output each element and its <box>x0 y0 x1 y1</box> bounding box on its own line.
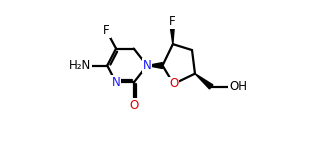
Text: H₂N: H₂N <box>69 59 91 72</box>
Text: F: F <box>103 24 110 37</box>
Text: O: O <box>169 78 178 90</box>
Polygon shape <box>195 74 213 89</box>
Text: O: O <box>129 99 138 112</box>
Polygon shape <box>147 63 163 68</box>
Text: OH: OH <box>229 80 247 93</box>
Text: F: F <box>169 15 175 28</box>
Text: N: N <box>112 76 120 89</box>
Polygon shape <box>170 21 175 44</box>
Text: N: N <box>143 59 152 72</box>
